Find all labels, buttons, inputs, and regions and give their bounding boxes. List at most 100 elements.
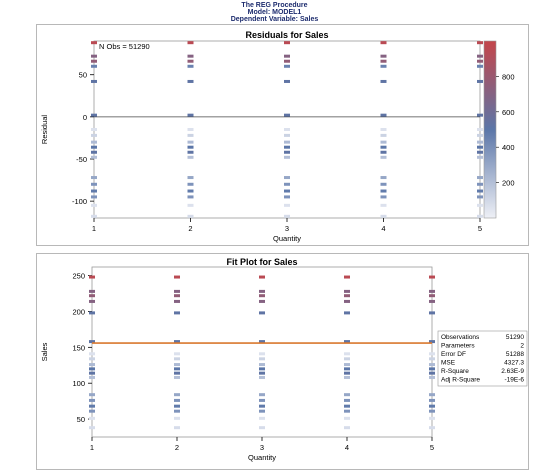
- density-cell: [91, 140, 97, 144]
- density-cell: [429, 416, 435, 420]
- density-cell: [429, 404, 435, 408]
- density-cell: [380, 41, 387, 45]
- y-tick-label: 250: [72, 272, 85, 281]
- density-cell: [344, 294, 350, 298]
- stat-value: 4327.3: [504, 360, 524, 367]
- stat-value: -19E-6: [504, 377, 524, 384]
- density-cell: [477, 41, 483, 45]
- density-cell: [344, 404, 350, 408]
- colorbar-tick-label: 600: [502, 108, 515, 117]
- y-tick-label: 200: [72, 307, 85, 316]
- density-cell: [429, 352, 435, 356]
- density-cell: [89, 367, 95, 371]
- model-title: Model: MODEL1: [247, 9, 302, 16]
- density-cell: [174, 404, 180, 408]
- density-cell: [259, 398, 265, 402]
- density-cell: [477, 140, 483, 144]
- density-cell: [89, 398, 95, 402]
- density-cell: [259, 340, 265, 344]
- density-cell: [174, 352, 180, 356]
- density-cell: [284, 214, 290, 218]
- density-cell: [477, 54, 483, 58]
- density-cell: [187, 64, 194, 68]
- density-cell: [344, 409, 350, 413]
- y-tick-label: -50: [76, 155, 87, 164]
- density-cell: [380, 195, 387, 199]
- density-cell: [174, 371, 180, 375]
- density-cell: [91, 113, 97, 117]
- density-cell: [89, 340, 95, 344]
- density-cell: [187, 41, 194, 45]
- density-cell: [429, 371, 435, 375]
- density-cell: [89, 294, 95, 298]
- density-cell: [477, 79, 483, 83]
- density-cell: [174, 398, 180, 402]
- density-cell: [187, 128, 194, 131]
- density-cell: [91, 182, 97, 186]
- density-cell: [284, 145, 290, 149]
- density-cell: [429, 426, 435, 430]
- density-cell: [477, 195, 483, 199]
- x-tick-label: 5: [478, 224, 482, 233]
- density-cell: [429, 299, 435, 303]
- density-cell: [344, 275, 350, 279]
- density-cell: [89, 416, 95, 420]
- density-cell: [174, 367, 180, 371]
- density-cell: [259, 352, 265, 356]
- density-cell: [429, 375, 435, 379]
- density-cell: [89, 426, 95, 430]
- density-cell: [477, 133, 483, 137]
- residuals-chart: Residuals for Sales -100 -50 0 50 1 2 3 4 5 Quanti…: [40, 30, 515, 243]
- colorbar: [483, 40, 497, 219]
- chart-title: Fit Plot for Sales: [226, 257, 297, 267]
- x-tick-label: 2: [175, 443, 179, 452]
- density-cell: [284, 79, 290, 83]
- density-cell: [187, 189, 194, 193]
- density-cell: [91, 176, 97, 180]
- density-cell: [344, 398, 350, 402]
- density-cell: [89, 311, 95, 315]
- density-cell: [89, 357, 95, 361]
- density-cell: [380, 203, 387, 207]
- density-cell: [187, 203, 194, 207]
- density-cell: [284, 150, 290, 154]
- density-cell: [380, 145, 387, 149]
- density-cell: [259, 363, 265, 367]
- colorbar-tick-label: 400: [502, 143, 515, 152]
- y-tick-label: 50: [79, 71, 87, 80]
- density-cell: [174, 375, 180, 379]
- x-tick-label: 4: [381, 224, 385, 233]
- density-cell: [187, 113, 194, 117]
- density-cell: [344, 363, 350, 367]
- density-cell: [187, 54, 194, 58]
- density-cell: [91, 64, 97, 68]
- density-cell: [284, 64, 290, 68]
- residuals-panel: Residuals for Sales -100 -50 0 50 1 2 3 4 5 Quanti…: [36, 24, 529, 246]
- density-cell: [284, 155, 290, 159]
- density-cell: [259, 393, 265, 397]
- x-axis-label: Quantity: [248, 453, 276, 462]
- density-cell: [89, 404, 95, 408]
- density-cell: [284, 59, 290, 63]
- density-cell: [187, 133, 194, 137]
- density-cell: [187, 145, 194, 149]
- density-cell: [91, 41, 97, 45]
- density-cell: [259, 371, 265, 375]
- density-cell: [259, 311, 265, 315]
- density-cell: [259, 294, 265, 298]
- y-axis-label: Residual: [40, 115, 49, 145]
- density-cell: [89, 363, 95, 367]
- density-cell: [187, 79, 194, 83]
- density-cell: [174, 275, 180, 279]
- density-cell: [344, 416, 350, 420]
- stat-label: Parameters: [441, 343, 475, 350]
- density-cell: [380, 113, 387, 117]
- density-cell: [91, 203, 97, 207]
- stat-value: 2: [520, 343, 524, 350]
- y-tick-label: 100: [72, 379, 85, 388]
- density-cell: [380, 140, 387, 144]
- density-cell: [380, 79, 387, 83]
- density-cell: [89, 299, 95, 303]
- density-cell: [91, 195, 97, 199]
- density-cell: [429, 289, 435, 293]
